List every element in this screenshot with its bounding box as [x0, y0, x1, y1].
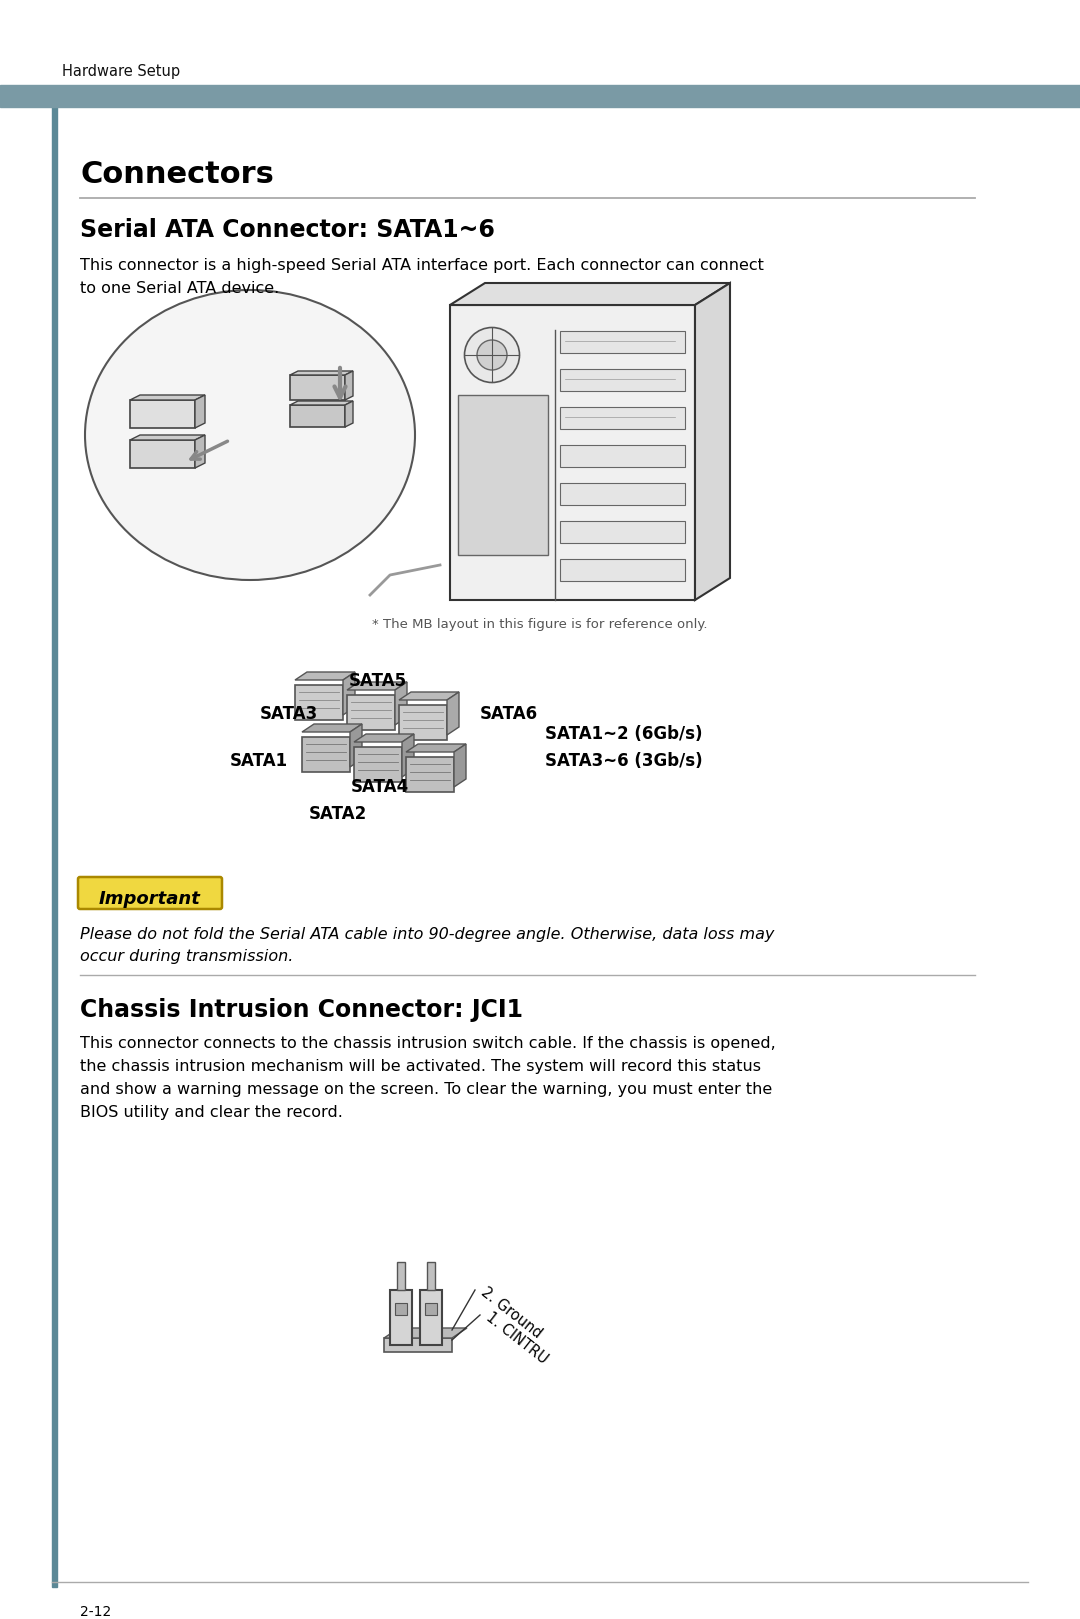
Bar — [561, 369, 685, 392]
Polygon shape — [350, 724, 362, 767]
Bar — [450, 304, 696, 601]
Polygon shape — [696, 283, 730, 601]
Text: SATA6: SATA6 — [480, 704, 538, 724]
Bar — [561, 521, 685, 542]
Polygon shape — [454, 745, 465, 787]
Bar — [427, 1261, 435, 1290]
Bar — [561, 406, 685, 429]
Text: 2. Ground: 2. Ground — [478, 1285, 544, 1342]
Text: SATA4: SATA4 — [351, 779, 409, 797]
Text: SATA5: SATA5 — [349, 672, 407, 690]
Text: 1. CINTRU: 1. CINTRU — [483, 1310, 551, 1366]
Polygon shape — [345, 402, 353, 427]
Polygon shape — [291, 402, 353, 405]
Polygon shape — [406, 745, 465, 751]
Text: BIOS utility and clear the record.: BIOS utility and clear the record. — [80, 1106, 342, 1120]
Text: SATA3: SATA3 — [260, 704, 319, 724]
Bar — [399, 704, 447, 740]
Polygon shape — [195, 436, 205, 468]
Bar — [426, 1303, 437, 1315]
Polygon shape — [447, 691, 459, 735]
Text: This connector connects to the chassis intrusion switch cable. If the chassis is: This connector connects to the chassis i… — [80, 1036, 775, 1051]
Bar — [291, 376, 345, 400]
Text: and show a warning message on the screen. To clear the warning, you must enter t: and show a warning message on the screen… — [80, 1081, 772, 1098]
Polygon shape — [345, 371, 353, 400]
Bar — [561, 559, 685, 581]
Text: Hardware Setup: Hardware Setup — [62, 65, 180, 79]
Polygon shape — [130, 395, 205, 400]
Bar — [302, 737, 350, 772]
Polygon shape — [347, 682, 407, 690]
Text: SATA2: SATA2 — [309, 805, 367, 822]
Text: Chassis Intrusion Connector: JCI1: Chassis Intrusion Connector: JCI1 — [80, 997, 523, 1022]
Text: * The MB layout in this figure is for reference only.: * The MB layout in this figure is for re… — [373, 618, 707, 631]
Text: to one Serial ATA device.: to one Serial ATA device. — [80, 282, 280, 296]
Polygon shape — [395, 682, 407, 725]
Bar — [52, 107, 57, 1587]
Bar — [561, 330, 685, 353]
Bar — [561, 482, 685, 505]
Bar — [0, 86, 1080, 107]
Polygon shape — [399, 691, 459, 699]
Bar — [384, 1337, 453, 1352]
Text: This connector is a high-speed Serial ATA interface port. Each connector can con: This connector is a high-speed Serial AT… — [80, 257, 764, 274]
Text: SATA1: SATA1 — [230, 751, 288, 771]
Polygon shape — [130, 436, 205, 440]
Polygon shape — [291, 371, 353, 376]
Text: the chassis intrusion mechanism will be activated. The system will record this s: the chassis intrusion mechanism will be … — [80, 1059, 761, 1073]
Ellipse shape — [464, 327, 519, 382]
Bar — [291, 405, 345, 427]
Text: 2-12: 2-12 — [80, 1604, 111, 1619]
Bar — [397, 1261, 405, 1290]
Bar — [130, 440, 195, 468]
Text: SATA3~6 (3Gb/s): SATA3~6 (3Gb/s) — [545, 751, 703, 771]
Text: Please do not fold the Serial ATA cable into 90-degree angle. Otherwise, data lo: Please do not fold the Serial ATA cable … — [80, 928, 774, 942]
Polygon shape — [402, 733, 414, 777]
Text: Important: Important — [99, 890, 201, 908]
Text: Serial ATA Connector: SATA1~6: Serial ATA Connector: SATA1~6 — [80, 219, 495, 241]
Bar — [354, 746, 402, 782]
Bar — [395, 1303, 407, 1315]
Polygon shape — [302, 724, 362, 732]
Polygon shape — [195, 395, 205, 427]
Polygon shape — [343, 672, 355, 716]
Bar — [295, 685, 343, 720]
Text: SATA1~2 (6Gb/s): SATA1~2 (6Gb/s) — [545, 725, 702, 743]
Bar — [406, 758, 454, 792]
Bar — [561, 445, 685, 466]
Ellipse shape — [477, 340, 507, 371]
Bar — [347, 695, 395, 730]
FancyBboxPatch shape — [78, 877, 222, 908]
Polygon shape — [295, 672, 355, 680]
Text: Connectors: Connectors — [80, 160, 274, 189]
Polygon shape — [354, 733, 414, 742]
Ellipse shape — [85, 290, 415, 580]
Bar — [420, 1290, 442, 1345]
Bar — [458, 395, 548, 555]
Polygon shape — [384, 1328, 467, 1337]
Bar — [130, 400, 195, 427]
Text: occur during transmission.: occur during transmission. — [80, 949, 294, 963]
Polygon shape — [450, 283, 730, 304]
Bar — [390, 1290, 411, 1345]
